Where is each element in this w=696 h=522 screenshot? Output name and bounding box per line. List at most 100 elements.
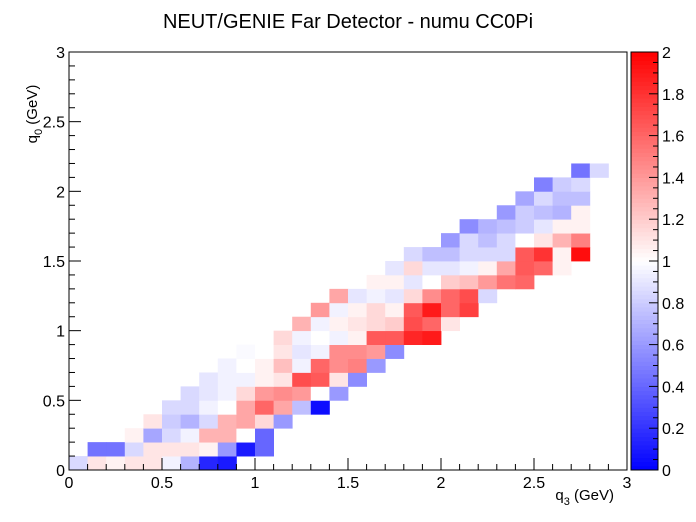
x-axis-title-main: q [555, 487, 563, 504]
heatmap-cell [534, 191, 553, 206]
heatmap-cell [403, 288, 423, 304]
heatmap-cell [124, 428, 144, 443]
heatmap-cell [273, 358, 293, 373]
heatmap-cell [515, 261, 535, 276]
heatmap-cell [180, 386, 200, 401]
heatmap-cell [329, 372, 349, 387]
heatmap-cell [162, 428, 181, 443]
colorbar-segment [631, 72, 658, 78]
colorbar-segment [631, 453, 658, 458]
colorbar-tick-label: 0.2 [662, 421, 684, 438]
heatmap-cell [422, 302, 442, 318]
heatmap-cell [199, 372, 219, 387]
heatmap-cell [366, 330, 386, 345]
heatmap-cell [292, 316, 312, 332]
heatmap-cell [273, 386, 293, 401]
colorbar-segment [631, 189, 658, 195]
colorbar-segment [631, 118, 658, 124]
heatmap-cell [217, 358, 237, 373]
colorbar-segment [631, 261, 658, 266]
colorbar-segment [631, 56, 658, 61]
heatmap-cell [106, 456, 126, 471]
colorbar-tick-label: 1.8 [662, 87, 684, 104]
colorbar-segment [631, 357, 658, 362]
x-tick-label: 0 [65, 475, 74, 492]
heatmap-cell [515, 205, 535, 220]
heatmap-cell [366, 358, 386, 373]
heatmap-cell [534, 177, 553, 192]
heatmap-cell [552, 219, 572, 234]
colorbar-segment [631, 143, 658, 149]
colorbar-segment [631, 110, 658, 116]
colorbar-segment [631, 52, 658, 57]
heatmap-cell [348, 316, 367, 332]
colorbar-segment [631, 181, 658, 187]
heatmap-cell [329, 316, 349, 332]
y-tick-label: 2 [56, 184, 65, 201]
colorbar-tick-label: 0 [662, 463, 671, 480]
colorbar-segment [631, 248, 658, 254]
heatmap-cell [310, 358, 330, 373]
heatmap-cell [571, 233, 591, 248]
heatmap-cell [571, 163, 591, 178]
heatmap-cell [441, 288, 460, 304]
heatmap-cell [310, 330, 330, 345]
colorbar-segment [631, 135, 658, 141]
colorbar-segment [631, 432, 658, 438]
heatmap-cell [255, 386, 274, 401]
heatmap-cell [124, 442, 144, 457]
heatmap-cell [217, 400, 237, 415]
x-tick-label: 1 [251, 475, 260, 492]
heatmap-cell [478, 274, 498, 290]
heatmap-cell [292, 386, 312, 401]
heatmap-cell [143, 442, 163, 457]
heatmap-cell [162, 456, 181, 471]
heatmap-cell [217, 386, 237, 401]
colorbar-segment [631, 286, 658, 291]
heatmap-cell [236, 386, 256, 401]
colorbar-segment [631, 461, 658, 467]
heatmap-cell [459, 261, 479, 276]
color-scale: 0 0.2 0.4 0.6 0.8 1 1.2 1.4 1.6 1.8 2 [630, 45, 684, 480]
colorbar-segment [631, 123, 658, 128]
heatmap-cell [534, 261, 553, 276]
heatmap-cell [478, 247, 498, 262]
heatmap-cell [310, 344, 330, 359]
heatmap-cell [496, 274, 516, 290]
colorbar-segment [631, 102, 658, 107]
colorbar-segment [631, 152, 658, 157]
heatmap-cell [441, 302, 460, 318]
heatmap-cell [273, 372, 293, 387]
heatmap-cell [459, 288, 479, 304]
colorbar-segment [631, 457, 658, 463]
heatmap-cell [478, 233, 498, 248]
colorbar-segment [631, 411, 658, 417]
colorbar-segment [631, 89, 658, 95]
colorbar-segment [631, 336, 658, 341]
x-tick-label: 2 [437, 475, 446, 492]
heatmap-cell [366, 288, 386, 304]
heatmap-cells [69, 163, 609, 471]
colorbar-segment [631, 390, 658, 396]
heatmap-cell [385, 274, 405, 290]
heatmap-cell [552, 233, 572, 248]
x-tick-label: 0.5 [151, 475, 173, 492]
heatmap-cell [403, 274, 423, 290]
colorbar-segment [631, 185, 658, 191]
y-axis-title-unit: (GeV) [24, 85, 41, 129]
y-tick-label: 0 [56, 463, 65, 480]
heatmap-cell [236, 428, 256, 443]
heatmap-cell [552, 247, 572, 262]
colorbar-segment [631, 194, 658, 199]
heatmap-cell [571, 177, 591, 192]
colorbar-segment [631, 327, 658, 333]
colorbar-segment [631, 394, 658, 400]
x-axis-title: q3 (GeV) [555, 487, 614, 508]
heatmap-cell [496, 205, 516, 220]
heatmap-cell [589, 163, 609, 178]
heatmap-cell [366, 274, 386, 290]
heatmap-cell [515, 247, 535, 262]
heatmap-cell [441, 247, 460, 262]
colorbar-segment [631, 131, 658, 137]
heatmap-cell [534, 219, 553, 234]
